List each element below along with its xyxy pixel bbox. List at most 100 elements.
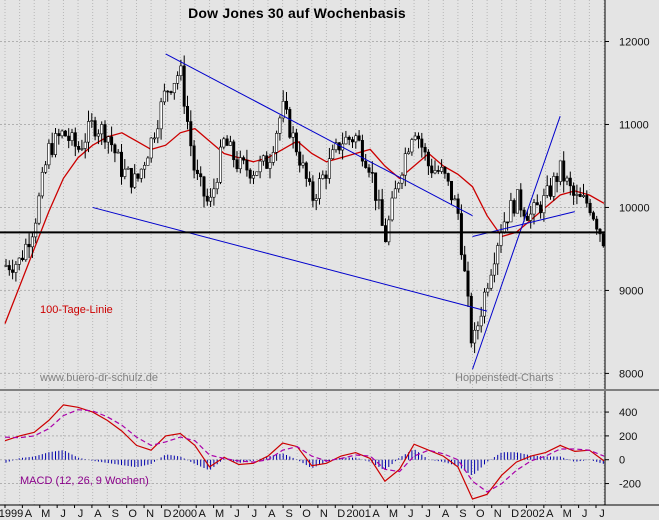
xtick-label: M (563, 508, 572, 520)
trendline (92, 206, 488, 312)
candle-body (291, 132, 295, 138)
candle-body (374, 172, 378, 201)
candle-body (502, 221, 506, 233)
candle-body (232, 141, 236, 161)
macd-ytick-label: 200 (619, 431, 637, 443)
xtick-label: A (25, 508, 33, 520)
xtick-label: M (41, 508, 50, 520)
candle-body (40, 171, 44, 197)
candle-body (123, 168, 127, 177)
candle-body (202, 176, 206, 197)
candle-body (370, 172, 374, 174)
candle-body (100, 124, 104, 135)
macd-layer (4, 404, 605, 500)
candle-body (572, 185, 576, 196)
candle-body (545, 185, 549, 196)
candle-body (459, 213, 463, 256)
candle-body (304, 162, 308, 179)
candle-body (169, 91, 173, 94)
candle-body (515, 189, 519, 214)
candle-body (87, 121, 91, 143)
candle-body (7, 265, 11, 271)
candle-body (265, 155, 269, 169)
macd-line (4, 404, 605, 500)
candle-body (47, 143, 51, 166)
xtick-label: A (442, 508, 450, 520)
candle-body (53, 133, 57, 155)
candle-body (258, 160, 262, 173)
candle-body (195, 169, 199, 174)
xtick-label: M (389, 508, 398, 520)
candle-body (126, 167, 130, 170)
candle-body (552, 176, 556, 197)
candle-body (357, 135, 361, 141)
candle-body (354, 135, 358, 143)
xtick-label: A (546, 508, 554, 520)
macd-ytick-label: 400 (619, 407, 637, 419)
candle-body (146, 157, 150, 166)
candle-body (149, 137, 153, 159)
candle-body (63, 130, 67, 137)
candle-body (331, 149, 335, 159)
candle-body (383, 225, 387, 243)
candle-body (539, 204, 543, 214)
candle-body (156, 128, 160, 139)
candle-body (324, 174, 328, 179)
candle-body (407, 151, 411, 154)
candle-body (578, 194, 582, 197)
candle-body (446, 173, 450, 182)
trendline (165, 53, 473, 217)
candle-body (463, 254, 467, 272)
candle-body (456, 198, 460, 214)
candle-body (261, 155, 265, 162)
candle-body (565, 177, 569, 182)
candle-body (248, 169, 252, 179)
candle-body (479, 315, 483, 327)
xtick-label: O (476, 508, 485, 520)
macd-ytick-label: 0 (619, 455, 625, 467)
candle-body (268, 162, 272, 169)
candle-body (4, 265, 8, 267)
candle-body (93, 120, 97, 137)
candle-body (601, 233, 605, 247)
main-ytick-label: 9000 (619, 285, 643, 297)
candle-body (179, 65, 183, 76)
candle-body (235, 159, 239, 170)
candle-body (311, 181, 315, 201)
candle-body (581, 195, 585, 197)
candle-body (20, 257, 24, 261)
candle-body (535, 202, 539, 206)
candle-body (294, 132, 298, 153)
candle-body (90, 120, 94, 122)
main-ytick-label: 10000 (619, 202, 650, 214)
candle-body (413, 135, 417, 140)
xtick-label: J (582, 508, 588, 520)
candle-body (364, 160, 368, 168)
candle-body (542, 195, 546, 214)
candle-body (334, 142, 338, 151)
xtick-label: N (320, 508, 328, 520)
candle-body (449, 180, 453, 201)
candle-body (44, 164, 48, 173)
candle-body (281, 100, 285, 119)
candle-body (242, 157, 246, 161)
candle-body (522, 209, 526, 217)
source-website: www.buero-dr-schulz.de (39, 372, 158, 384)
candle-body (506, 221, 510, 224)
xtick-label: A (94, 508, 102, 520)
candle-body (172, 83, 176, 94)
xtick-label: 2001 (346, 508, 370, 520)
overlay-layer (0, 53, 605, 370)
candle-layer (4, 55, 605, 354)
grid-layer (0, 0, 605, 505)
candle-body (308, 178, 312, 182)
candle-body (344, 136, 348, 145)
candle-body (17, 257, 21, 265)
candle-body (271, 152, 275, 163)
candle-body (393, 188, 397, 199)
trendline (472, 116, 561, 370)
candle-body (50, 143, 54, 155)
candle-body (509, 200, 513, 223)
